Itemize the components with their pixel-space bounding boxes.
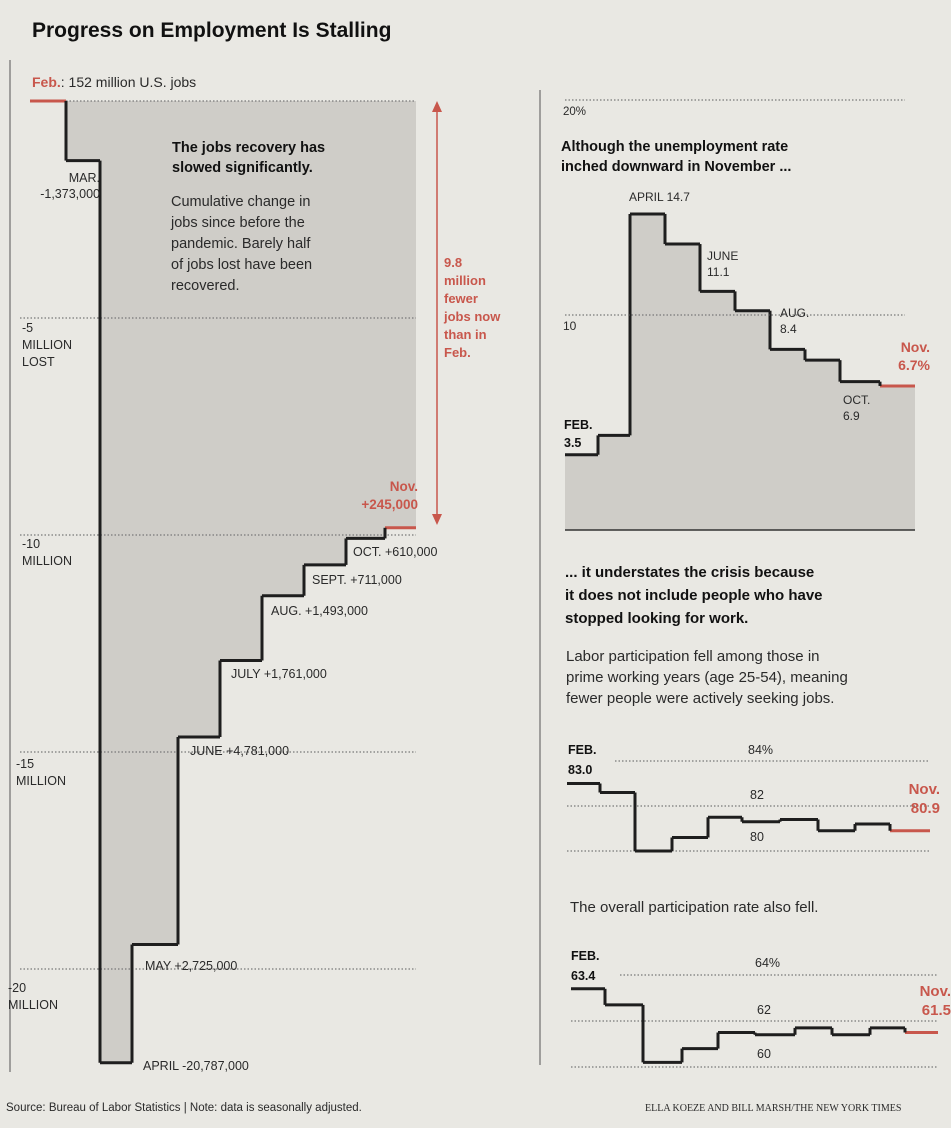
prime-tick-84: 84% [748, 743, 774, 757]
overall-tick-60: 60 [757, 1047, 771, 1061]
credit-line: ELLA KOEZE AND BILL MARSH/THE NEW YORK T… [645, 1103, 902, 1114]
overall-tick-62: 62 [757, 1003, 771, 1017]
y-tick-20m: -20 MILLION [8, 981, 59, 1012]
unemp-label-jun: JUNE 11.1 [707, 249, 739, 279]
feb-baseline-label: Feb.: 152 million U.S. jobs [32, 74, 197, 90]
prime-tick-80: 80 [750, 830, 764, 844]
jobs-headline: The jobs recovery has slowed significantl… [172, 140, 326, 176]
crisis-headline: ... it understates the crisis because it … [565, 564, 823, 627]
label-jun: JUNE +4,781,000 [190, 744, 290, 758]
prime-label-nov: Nov. 80.9 [908, 781, 940, 817]
overall-label-feb: FEB. 63.4 [571, 949, 600, 983]
unemp-label-nov: Nov. 6.7% [898, 339, 930, 373]
prime-description: Labor participation fell among those in p… [566, 648, 848, 707]
label-aug: AUG. +1,493,000 [271, 604, 368, 618]
y-tick-15m: -15 MILLION [16, 757, 67, 788]
label-oct: OCT. +610,000 [353, 545, 438, 559]
label-sep: SEPT. +711,000 [312, 573, 402, 587]
overall-description: The overall participation rate also fell… [570, 899, 819, 916]
unemp-tick-10: 10 [563, 319, 577, 333]
unemp-area [565, 213, 915, 530]
unemp-label-feb: FEB. 3.5 [564, 418, 593, 450]
label-apr: APRIL -20,787,000 [143, 1059, 249, 1073]
page-title: Progress on Employment Is Stalling [32, 19, 392, 42]
jobs-area [66, 101, 416, 1063]
label-jul: JULY +1,761,000 [231, 667, 327, 681]
unemp-label-oct: OCT. 6.9 [843, 393, 871, 423]
overall-tick-64: 64% [755, 956, 781, 970]
jobs-description: Cumulative change in jobs since before th… [171, 194, 313, 294]
y-tick-5m: -5 MILLION LOST [22, 321, 73, 369]
source-note: Source: Bureau of Labor Statistics | Not… [6, 1102, 362, 1114]
jobs-gap-note: 9.8 million fewer jobs now than in Feb. [444, 255, 501, 360]
unemp-label-aug: AUG. 8.4 [780, 306, 810, 336]
prime-tick-82: 82 [750, 788, 764, 802]
y-tick-10m: -10 MILLION [22, 537, 73, 568]
unemp-headline: Although the unemployment rate inched dow… [561, 139, 792, 175]
unemp-tick-20: 20% [563, 106, 587, 118]
arrow-down-icon [432, 514, 442, 525]
unemp-label-apr: APRIL 14.7 [629, 190, 690, 204]
label-mar: MAR. -1,373,000 [40, 171, 100, 201]
label-nov: Nov. +245,000 [361, 479, 418, 512]
label-may: MAY +2,725,000 [145, 959, 238, 973]
overall-label-nov: Nov. 61.5 [919, 983, 951, 1019]
prime-label-feb: FEB. 83.0 [568, 743, 597, 777]
arrow-up-icon [432, 101, 442, 112]
